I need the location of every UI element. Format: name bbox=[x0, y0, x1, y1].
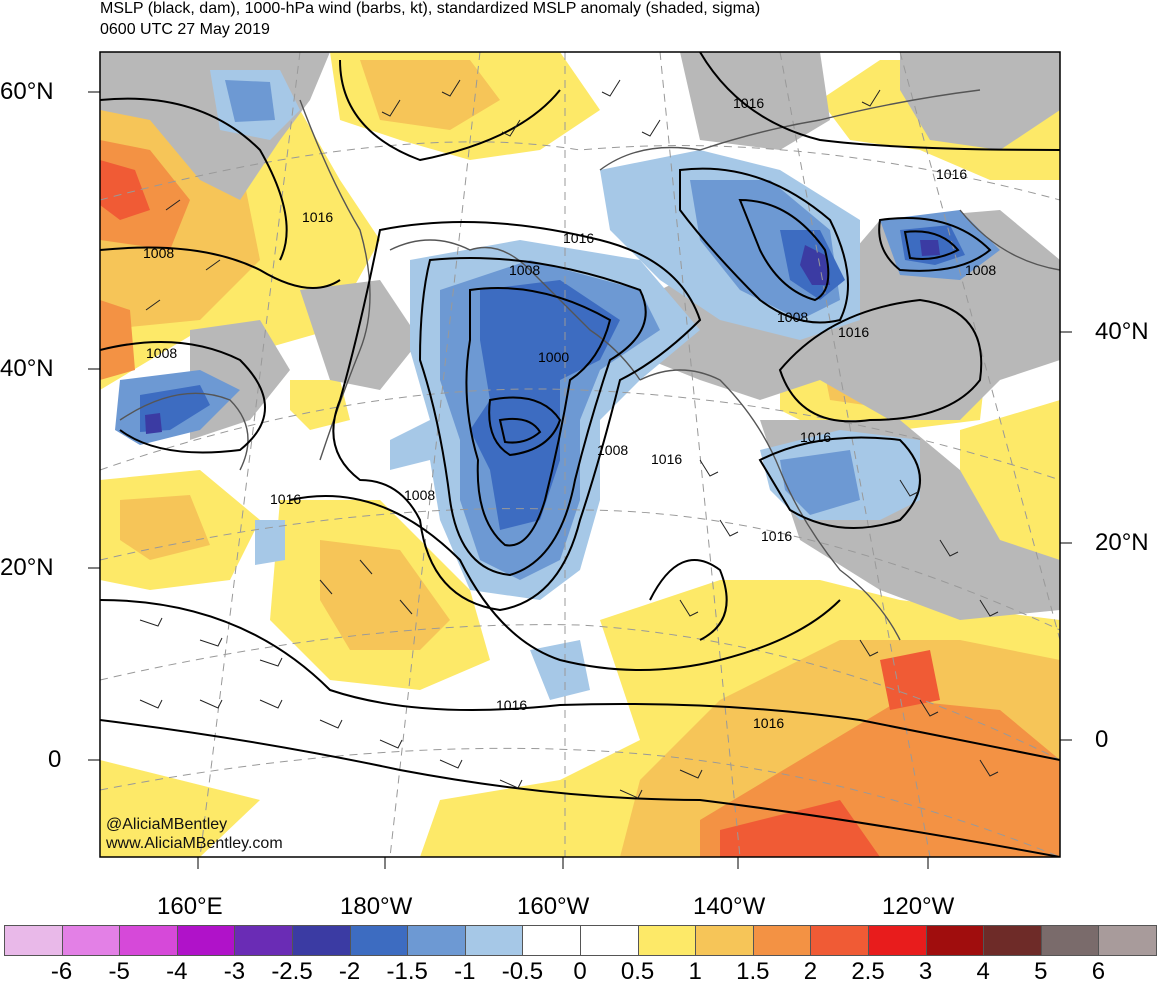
isobar-label: 1016 bbox=[733, 95, 764, 111]
colorbar-cell bbox=[292, 925, 351, 956]
colorbar-label: -5 bbox=[108, 958, 130, 985]
credit-handle: @AliciaMBentley bbox=[106, 816, 228, 833]
isobar-label: 1016 bbox=[651, 451, 682, 467]
isobar-label: 1016 bbox=[800, 429, 831, 445]
colorbar-cell bbox=[61, 925, 121, 956]
colorbar-cell bbox=[349, 925, 409, 956]
colorbar-cell bbox=[119, 925, 178, 956]
lat-label: 40°N bbox=[0, 355, 54, 382]
isobar-label: 1016 bbox=[936, 166, 967, 182]
colorbar-label: 6 bbox=[1091, 958, 1106, 985]
colorbar-cell bbox=[752, 925, 812, 956]
isobar-label: 1016 bbox=[563, 230, 594, 246]
lon-label: 160°W bbox=[517, 893, 590, 920]
isobar-label: 1016 bbox=[761, 528, 792, 544]
colorbar-cell bbox=[234, 925, 293, 956]
lat-label-right: 20°N bbox=[1095, 529, 1149, 556]
colorbar-cell bbox=[925, 925, 985, 956]
colorbar-label: 4 bbox=[976, 958, 990, 985]
colorbar-cell bbox=[1098, 925, 1157, 956]
colorbar-cell bbox=[522, 925, 581, 956]
colorbar-label: 5 bbox=[1034, 958, 1048, 985]
isobar-label: 1008 bbox=[404, 487, 435, 503]
isobar-label: 1016 bbox=[270, 491, 301, 507]
colorbar-label: -2 bbox=[338, 958, 361, 985]
colorbar-label: 1 bbox=[688, 958, 702, 985]
colorbar-label: 2.5 bbox=[851, 958, 885, 985]
colorbar-cell bbox=[176, 925, 236, 956]
lat-label: 0 bbox=[48, 746, 62, 773]
isobar-label: 1008 bbox=[509, 262, 540, 278]
colorbar-label: 1.5 bbox=[736, 958, 770, 985]
colorbar-cell bbox=[580, 925, 639, 956]
colorbar-label: -0.5 bbox=[501, 958, 544, 985]
colorbar-label: -1.5 bbox=[386, 958, 428, 985]
colorbar-cell bbox=[868, 925, 927, 956]
colorbar-cell bbox=[637, 925, 697, 956]
lon-label: 180°W bbox=[340, 893, 413, 920]
map-valid-time: 0600 UTC 27 May 2019 bbox=[100, 21, 270, 38]
isobar-label: 1008 bbox=[146, 345, 177, 361]
colorbar-label: 0.5 bbox=[620, 958, 655, 985]
map-title: MSLP (black, dam), 1000-hPa wind (barbs,… bbox=[100, 0, 761, 17]
colorbar-label: -6 bbox=[50, 958, 73, 985]
lon-label: 160°E bbox=[157, 893, 223, 920]
isobar-label: 1008 bbox=[597, 442, 628, 458]
isobar-label: 1016 bbox=[753, 715, 784, 731]
colorbar-label: -2.5 bbox=[271, 958, 313, 985]
map-frame bbox=[99, 51, 1061, 858]
colorbar-cell bbox=[1040, 925, 1100, 956]
isobars bbox=[100, 52, 1060, 857]
colorbar-label: -4 bbox=[166, 958, 188, 985]
colorbar-label: 0 bbox=[573, 958, 587, 985]
positive-anomaly-shading bbox=[100, 52, 1060, 857]
isobar-labels: 1016 1016 1016 1016 1008 1008 1000 1008 … bbox=[143, 95, 996, 731]
isobar-label: 1008 bbox=[143, 245, 174, 261]
colorbar-label: 2 bbox=[803, 958, 818, 985]
colorbar-cell bbox=[464, 925, 524, 956]
axis-ticks bbox=[88, 91, 1072, 869]
colorbar-cell bbox=[983, 925, 1042, 956]
lat-label-right: 0 bbox=[1095, 726, 1109, 753]
colorbar-cell bbox=[407, 925, 466, 956]
wind-barbs bbox=[139, 79, 999, 799]
map-panel bbox=[100, 52, 1060, 857]
lat-label: 60°N bbox=[0, 78, 54, 105]
credit-url: www.AliciaMBentley.com bbox=[106, 835, 283, 852]
colorbar-cell bbox=[810, 925, 869, 956]
lon-label: 140°W bbox=[693, 893, 766, 920]
negative-anomaly-shading bbox=[115, 70, 1000, 700]
colorbar-label: 3 bbox=[918, 958, 933, 985]
colorbar-cell bbox=[4, 925, 63, 956]
isobar-label: 1016 bbox=[496, 697, 527, 713]
colorbar-label: -3 bbox=[223, 958, 246, 985]
lon-label: 120°W bbox=[882, 893, 955, 920]
lat-label-right: 40°N bbox=[1095, 318, 1149, 345]
colorbar-cell bbox=[695, 925, 754, 956]
lat-label: 20°N bbox=[0, 554, 54, 581]
isobar-label: 1016 bbox=[838, 324, 869, 340]
isobar-label: 1008 bbox=[777, 309, 808, 325]
isobar-label: 1016 bbox=[302, 209, 333, 225]
isobar-label: 1000 bbox=[538, 349, 569, 365]
isobar-label: 1008 bbox=[965, 262, 996, 278]
colorbar-label: -1 bbox=[454, 958, 476, 985]
